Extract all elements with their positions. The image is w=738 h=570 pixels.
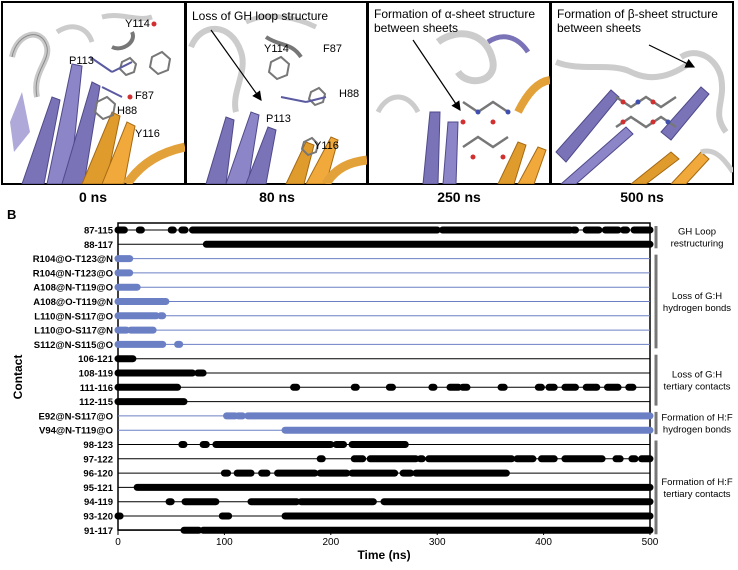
residue-label: H88 [339,88,359,100]
frame-annotation: Formation of β-sheet structure between s… [557,7,721,35]
protein-structure-250ns [375,30,550,184]
x-tick-label: 100 [216,537,233,548]
contact-label: R104@N-T123@O [33,268,113,279]
contact-label: 111-116 [80,383,113,394]
residue-label: Y114 [125,18,150,30]
contact-label: 98-123 [83,440,113,451]
group-label: hydrogen bonds [663,303,731,314]
protein-structure-0ns [9,13,185,184]
contact-timeline-chart: 87-115 88-117 R104@O-T123@N R104@N-T123@O A1… [11,222,733,562]
residue-label: Y116 [314,140,339,152]
group-label: GH Loop [678,227,716,238]
contact-label: S112@N-S115@O [34,340,113,351]
time-label: 0 ns [79,189,107,205]
time-label: 250 ns [437,189,481,205]
group-label: tertiary contacts [663,489,730,500]
residue-label: H88 [117,105,137,117]
residue-label: F87 [135,90,154,102]
x-tick-label: 500 [642,537,659,548]
panel-b-letter: B [7,207,17,222]
contact-label: 94-119 [84,497,113,508]
group-label: Loss of G:H [672,291,722,302]
frame-250ns: Formation of α-sheet structure between s… [367,1,551,185]
contact-label: 96-120 [83,469,113,480]
x-tick-label: 400 [535,537,552,548]
contact-label: V94@N-T119@O [39,426,113,437]
time-label: 500 ns [620,189,664,205]
protein-structure-500ns [554,44,733,184]
contact-label: 108-119 [79,369,113,380]
annotation-line: between sheets [374,21,458,35]
group-label: Loss of G:H [672,370,722,381]
contact-label: R104@O-T123@N [33,254,113,265]
frame-0ns: Y114 P113 F87 H88 Y116 [1,1,186,185]
contact-label: 106-121 [78,354,114,365]
frame-annotation: Formation of α-sheet structure between s… [374,7,538,35]
residue-label: P113 [69,55,94,67]
contact-label: 93-120 [83,512,113,523]
contact-label: A108@N-T119@O [33,283,113,294]
group-label: hydrogen bonds [663,425,731,436]
residue-label: Y114 [264,43,289,55]
annotation-line: Formation of β-sheet structure [557,7,718,21]
contact-label: 87-115 [84,226,114,237]
contact-label: A108@O-T119@N [33,297,113,308]
residue-label: F87 [323,43,342,55]
annotation-line: between sheets [557,21,641,35]
group-label: Formation of H:F [661,413,732,424]
residue-label: Y116 [135,128,160,140]
group-label: restructuring [671,239,724,250]
x-axis-label: Time (ns) [357,548,410,562]
x-tick-label: 0 [115,537,121,548]
residue-label: P113 [266,113,291,125]
x-tick-label: 200 [322,537,339,548]
contact-label: E92@N-S117@O [38,411,113,422]
protein-structure-80ns [188,14,367,184]
group-label: tertiary contacts [663,382,730,393]
x-tick-label: 300 [429,537,446,548]
contact-label: L110@O-S117@N [34,326,113,337]
y-axis-label: Contact [11,355,25,400]
contact-label: 97-122 [83,454,113,465]
contact-label: 95-121 [83,483,113,494]
contact-label: L110@N-S117@O [34,311,113,322]
contact-label: 112-115 [79,397,114,408]
frame-annotation: Loss of GH loop structure [192,9,328,23]
annotation-line: Formation of α-sheet structure [374,7,535,21]
group-label: Formation of H:F [661,477,732,488]
contact-label: 88-117 [84,240,113,251]
contact-label: 91-117 [84,526,113,537]
frame-500ns: Formation of β-sheet structure between s… [550,1,734,185]
frame-80ns: Loss of GH loop structure Y114 F87 H88 P… [185,1,368,185]
time-label: 80 ns [259,189,295,205]
